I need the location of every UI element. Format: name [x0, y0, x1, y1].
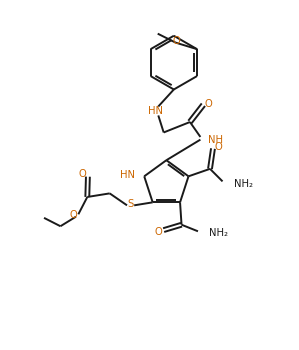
- Text: O: O: [69, 210, 77, 220]
- Text: O: O: [172, 36, 180, 46]
- Text: NH₂: NH₂: [209, 228, 228, 238]
- Text: O: O: [154, 228, 162, 238]
- Text: NH₂: NH₂: [234, 179, 253, 189]
- Text: O: O: [78, 169, 86, 179]
- Text: S: S: [127, 198, 134, 209]
- Text: HN: HN: [148, 106, 164, 116]
- Text: NH: NH: [208, 135, 223, 145]
- Text: O: O: [204, 98, 212, 108]
- Text: O: O: [214, 142, 222, 152]
- Text: HN: HN: [120, 170, 135, 180]
